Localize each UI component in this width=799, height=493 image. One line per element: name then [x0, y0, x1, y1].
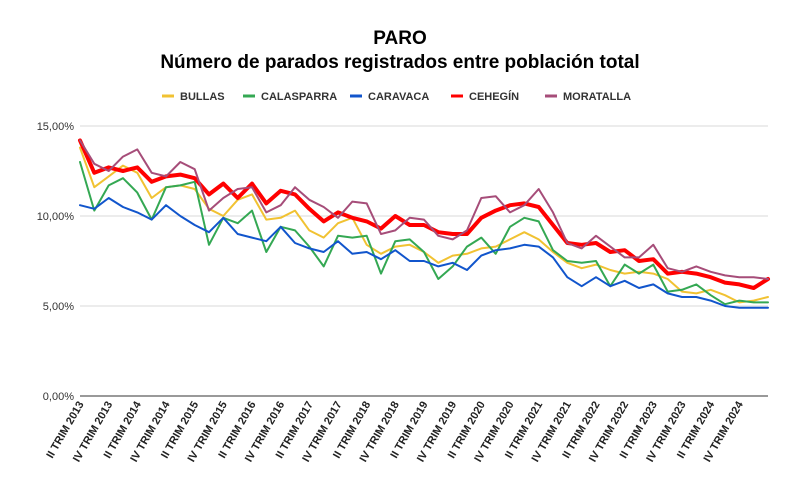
legend-label: CEHEGÍN [469, 90, 519, 103]
legend: BULLAS CALASPARRA CARAVACA CEHEGÍN MORATALLA [162, 90, 631, 103]
y-tick-label: 15,00% [37, 121, 75, 133]
series-line-calasparra [79, 161, 769, 306]
series-line-cehegín [78, 138, 770, 290]
legend-label: CARAVACA [368, 91, 429, 103]
legend-label: BULLAS [180, 91, 225, 103]
legend-label: MORATALLA [563, 91, 631, 103]
y-tick-label: 5,00% [43, 301, 74, 313]
series-line-caravaca [79, 197, 769, 309]
y-tick-label: 0,00% [43, 391, 74, 403]
legend-label: CALASPARRA [261, 91, 337, 103]
series-lines [78, 138, 770, 309]
grid [80, 125, 768, 397]
chart-subtitle: Número de parados registrados entre pobl… [160, 52, 639, 73]
series-line-moratalla [79, 139, 769, 280]
y-axis-ticks: 0,00% 5,00% 10,00% 15,00% [37, 121, 75, 403]
y-tick-label: 10,00% [37, 211, 75, 223]
chart-title: PARO [373, 28, 426, 49]
